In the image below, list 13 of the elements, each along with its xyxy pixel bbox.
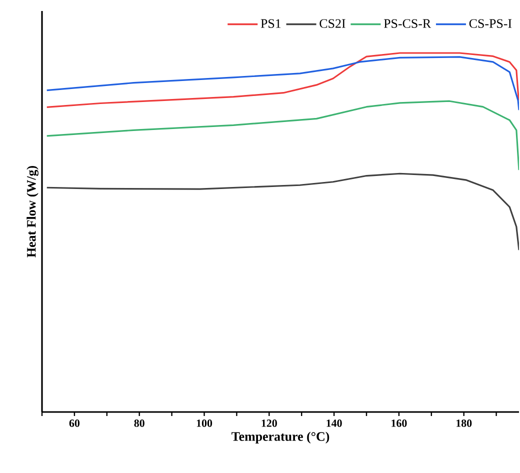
legend-label: CS2I: [320, 19, 346, 28]
y-axis-title: Heat Flow (W/g): [26, 166, 38, 258]
x-tick-label: 180: [456, 420, 472, 427]
x-tick-label: 100: [196, 420, 212, 427]
x-axis-title: Temperature (°C): [232, 432, 330, 444]
x-tick-label: 80: [134, 420, 144, 427]
x-tick-label: 60: [69, 420, 80, 427]
legend-label: CS-PS-I: [469, 19, 512, 28]
x-tick-label: 140: [326, 420, 342, 427]
x-tick-label: 120: [262, 420, 277, 427]
legend-label: PS-CS-R: [384, 19, 432, 28]
x-tick-label: 160: [392, 420, 407, 427]
legend-label: PS1: [260, 19, 281, 28]
